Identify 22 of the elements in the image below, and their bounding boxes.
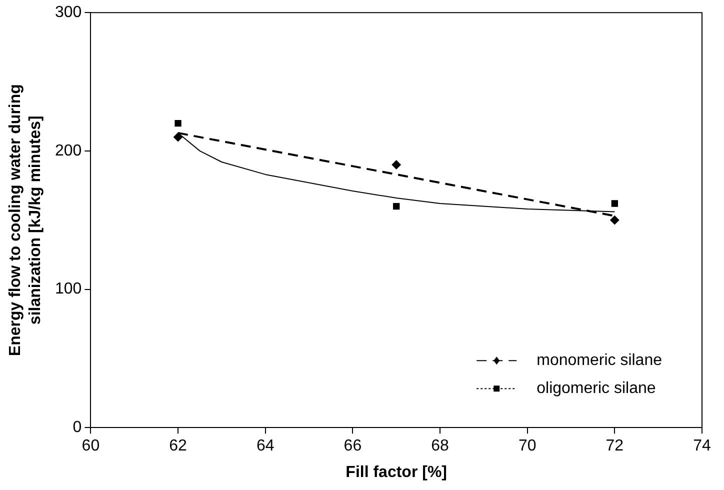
point	[392, 160, 401, 170]
legend-label: monomeric silane	[536, 352, 662, 370]
y-tick-label: 100	[54, 280, 82, 298]
x-tick-label: 66	[344, 438, 362, 455]
point	[611, 200, 618, 207]
x-tick-label: 64	[256, 438, 274, 455]
y-tick-label: 300	[54, 4, 82, 22]
x-tick-label: 68	[431, 438, 450, 455]
point	[174, 132, 183, 142]
point	[174, 120, 182, 127]
x-tick-label: 62	[169, 438, 188, 455]
point	[393, 202, 400, 210]
y-axis-title: Energy flow to cooling water during silanization [kJ/kg minutes]	[7, 84, 44, 356]
x-tick-label: 74	[693, 438, 711, 455]
point	[610, 216, 620, 225]
y-tick-label: 0	[72, 419, 82, 436]
x-tick-label: 60	[82, 438, 100, 455]
legend-label: oligomeric silane	[536, 380, 656, 398]
x-tick-label: 72	[606, 438, 624, 455]
x-axis-title: Fill factor [%]	[346, 464, 448, 481]
y-tick-label: 200	[54, 142, 82, 160]
x-tick-label: 70	[518, 438, 536, 455]
